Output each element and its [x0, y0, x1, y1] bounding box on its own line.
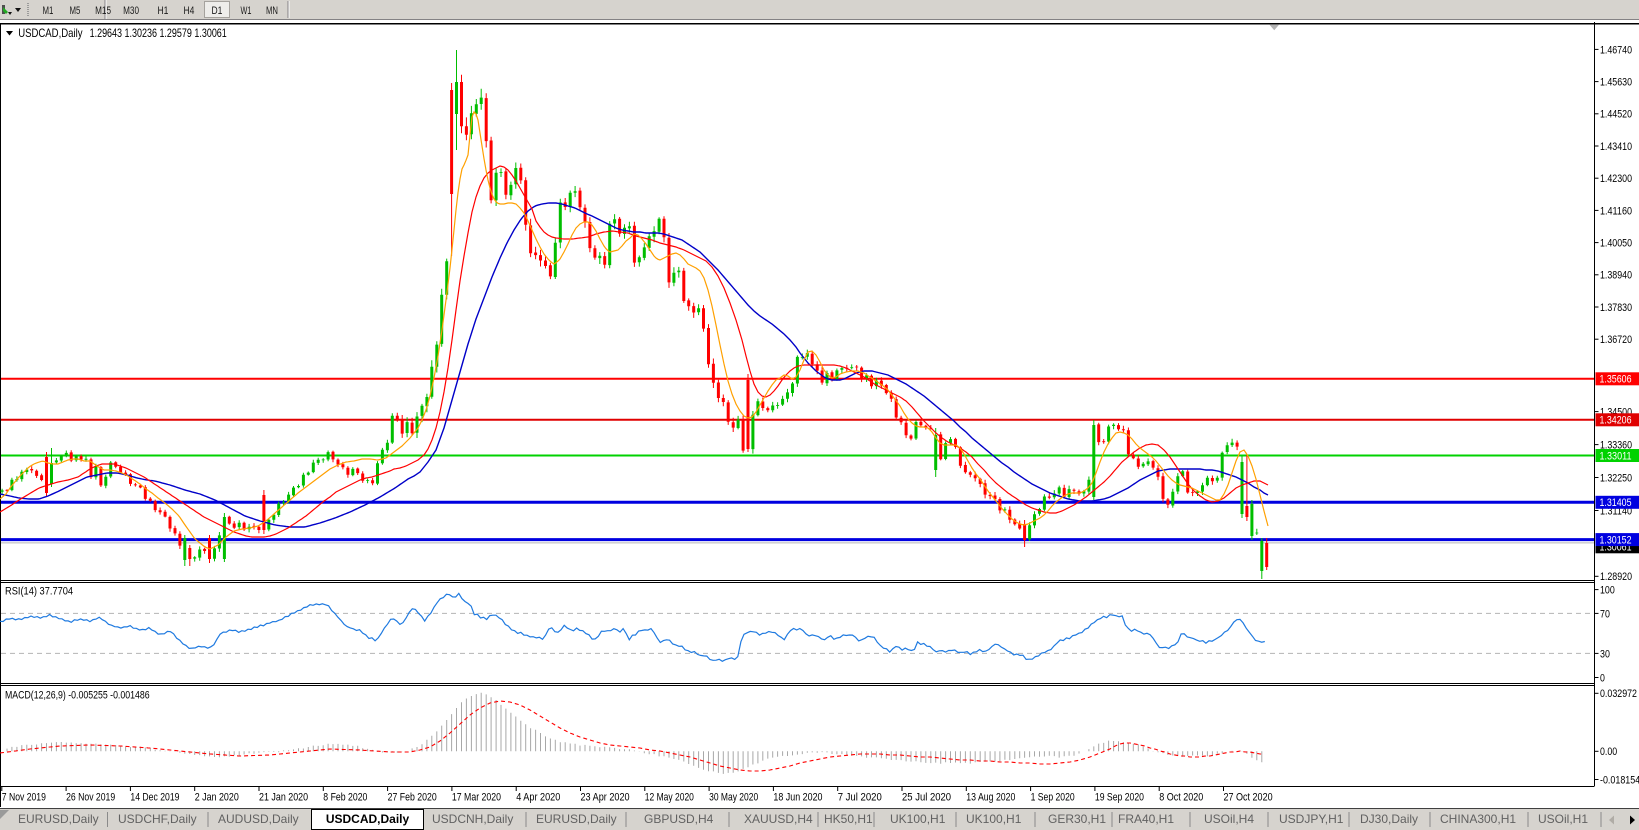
svg-text:26 Nov 2019: 26 Nov 2019	[66, 792, 115, 804]
svg-text:25 Jul 2020: 25 Jul 2020	[902, 792, 951, 804]
svg-text:0: 0	[1600, 672, 1605, 684]
svg-text:RSI(14) 37.7704: RSI(14) 37.7704	[5, 586, 73, 598]
svg-text:7 Nov 2019: 7 Nov 2019	[2, 792, 46, 804]
svg-text:CHINA300,H1: CHINA300,H1	[1440, 812, 1516, 826]
svg-text:W1: W1	[241, 5, 252, 17]
svg-text:4 Apr 2020: 4 Apr 2020	[516, 792, 560, 804]
svg-text:1.43410: 1.43410	[1600, 141, 1632, 153]
svg-text:13 Aug 2020: 13 Aug 2020	[966, 792, 1015, 804]
svg-text:M5: M5	[70, 5, 81, 17]
svg-text:14 Dec 2019: 14 Dec 2019	[130, 792, 179, 804]
svg-text:100: 100	[1600, 585, 1615, 597]
svg-text:21 Jan 2020: 21 Jan 2020	[259, 792, 308, 804]
svg-text:HK50,H1: HK50,H1	[824, 812, 873, 826]
svg-text:GER30,H1: GER30,H1	[1048, 812, 1106, 826]
svg-text:0.032972: 0.032972	[1600, 688, 1637, 700]
svg-text:8 Feb 2020: 8 Feb 2020	[323, 792, 367, 804]
svg-text:GBPUSD,H4: GBPUSD,H4	[644, 812, 714, 826]
svg-text:1.34206: 1.34206	[1600, 415, 1632, 427]
svg-text:USDCAD,Daily: USDCAD,Daily	[18, 26, 82, 40]
svg-text:1.30152: 1.30152	[1600, 535, 1632, 547]
svg-text:1.40050: 1.40050	[1600, 238, 1632, 250]
svg-text:AUDUSD,Daily: AUDUSD,Daily	[218, 812, 299, 826]
svg-text:UK100,H1: UK100,H1	[966, 812, 1022, 826]
svg-text:30 May 2020: 30 May 2020	[709, 792, 758, 804]
svg-text:USDCAD,Daily: USDCAD,Daily	[326, 812, 410, 826]
svg-text:DJ30,Daily: DJ30,Daily	[1360, 812, 1418, 826]
svg-text:27 Oct 2020: 27 Oct 2020	[1224, 792, 1273, 804]
svg-text:M30: M30	[123, 5, 139, 17]
svg-text:USOil,H4: USOil,H4	[1204, 812, 1254, 826]
svg-text:1.37830: 1.37830	[1600, 302, 1632, 314]
svg-text:12 May 2020: 12 May 2020	[645, 792, 694, 804]
svg-text:17 Mar 2020: 17 Mar 2020	[452, 792, 501, 804]
svg-text:-0.018154: -0.018154	[1600, 774, 1639, 786]
svg-text:H1: H1	[158, 5, 169, 17]
svg-text:H4: H4	[184, 5, 195, 17]
svg-text:1.32250: 1.32250	[1600, 472, 1632, 484]
svg-text:M15: M15	[95, 5, 111, 17]
svg-text:1.33011: 1.33011	[1600, 450, 1632, 462]
svg-text:USDCNH,Daily: USDCNH,Daily	[432, 812, 513, 826]
svg-text:30: 30	[1600, 648, 1610, 660]
svg-text:23 Apr 2020: 23 Apr 2020	[581, 792, 630, 804]
svg-text:M1: M1	[43, 5, 54, 17]
svg-text:7 Jul 2020: 7 Jul 2020	[838, 792, 882, 804]
svg-text:8 Oct 2020: 8 Oct 2020	[1159, 792, 1203, 804]
svg-text:1.31405: 1.31405	[1600, 497, 1632, 509]
svg-text:UK100,H1: UK100,H1	[890, 812, 946, 826]
svg-text:MN: MN	[266, 5, 278, 17]
svg-text:1.33360: 1.33360	[1600, 440, 1632, 452]
svg-text:1.35606: 1.35606	[1600, 374, 1632, 386]
svg-text:MACD(12,26,9) -0.005255 -0.001: MACD(12,26,9) -0.005255 -0.001486	[5, 690, 150, 702]
svg-text:1.45630: 1.45630	[1600, 77, 1632, 89]
svg-text:1.46740: 1.46740	[1600, 44, 1632, 56]
svg-text:1.38940: 1.38940	[1600, 270, 1632, 282]
svg-text:1.36720: 1.36720	[1600, 334, 1632, 346]
svg-text:19 Sep 2020: 19 Sep 2020	[1095, 792, 1144, 804]
svg-text:EURUSD,Daily: EURUSD,Daily	[536, 812, 617, 826]
svg-text:1 Sep 2020: 1 Sep 2020	[1031, 792, 1075, 804]
svg-text:USOil,H1: USOil,H1	[1538, 812, 1588, 826]
svg-text:XAUUSD,H4: XAUUSD,H4	[744, 812, 813, 826]
svg-text:1.41160: 1.41160	[1600, 205, 1632, 217]
svg-text:1.29643 1.30236 1.29579 1.3006: 1.29643 1.30236 1.29579 1.30061	[90, 26, 227, 40]
svg-text:FRA40,H1: FRA40,H1	[1118, 812, 1174, 826]
svg-text:USDJPY,H1: USDJPY,H1	[1279, 812, 1344, 826]
svg-text:2 Jan 2020: 2 Jan 2020	[195, 792, 239, 804]
svg-text:1.44520: 1.44520	[1600, 109, 1632, 121]
svg-text:18 Jun 2020: 18 Jun 2020	[773, 792, 822, 804]
svg-text:D1: D1	[212, 5, 223, 17]
svg-text:70: 70	[1600, 608, 1610, 620]
svg-text:27 Feb 2020: 27 Feb 2020	[388, 792, 437, 804]
svg-text:0.00: 0.00	[1600, 746, 1617, 758]
svg-text:1.28920: 1.28920	[1600, 571, 1632, 583]
svg-text:1.42300: 1.42300	[1600, 173, 1632, 185]
svg-text:USDCHF,Daily: USDCHF,Daily	[118, 812, 197, 826]
svg-text:EURUSD,Daily: EURUSD,Daily	[18, 812, 99, 826]
